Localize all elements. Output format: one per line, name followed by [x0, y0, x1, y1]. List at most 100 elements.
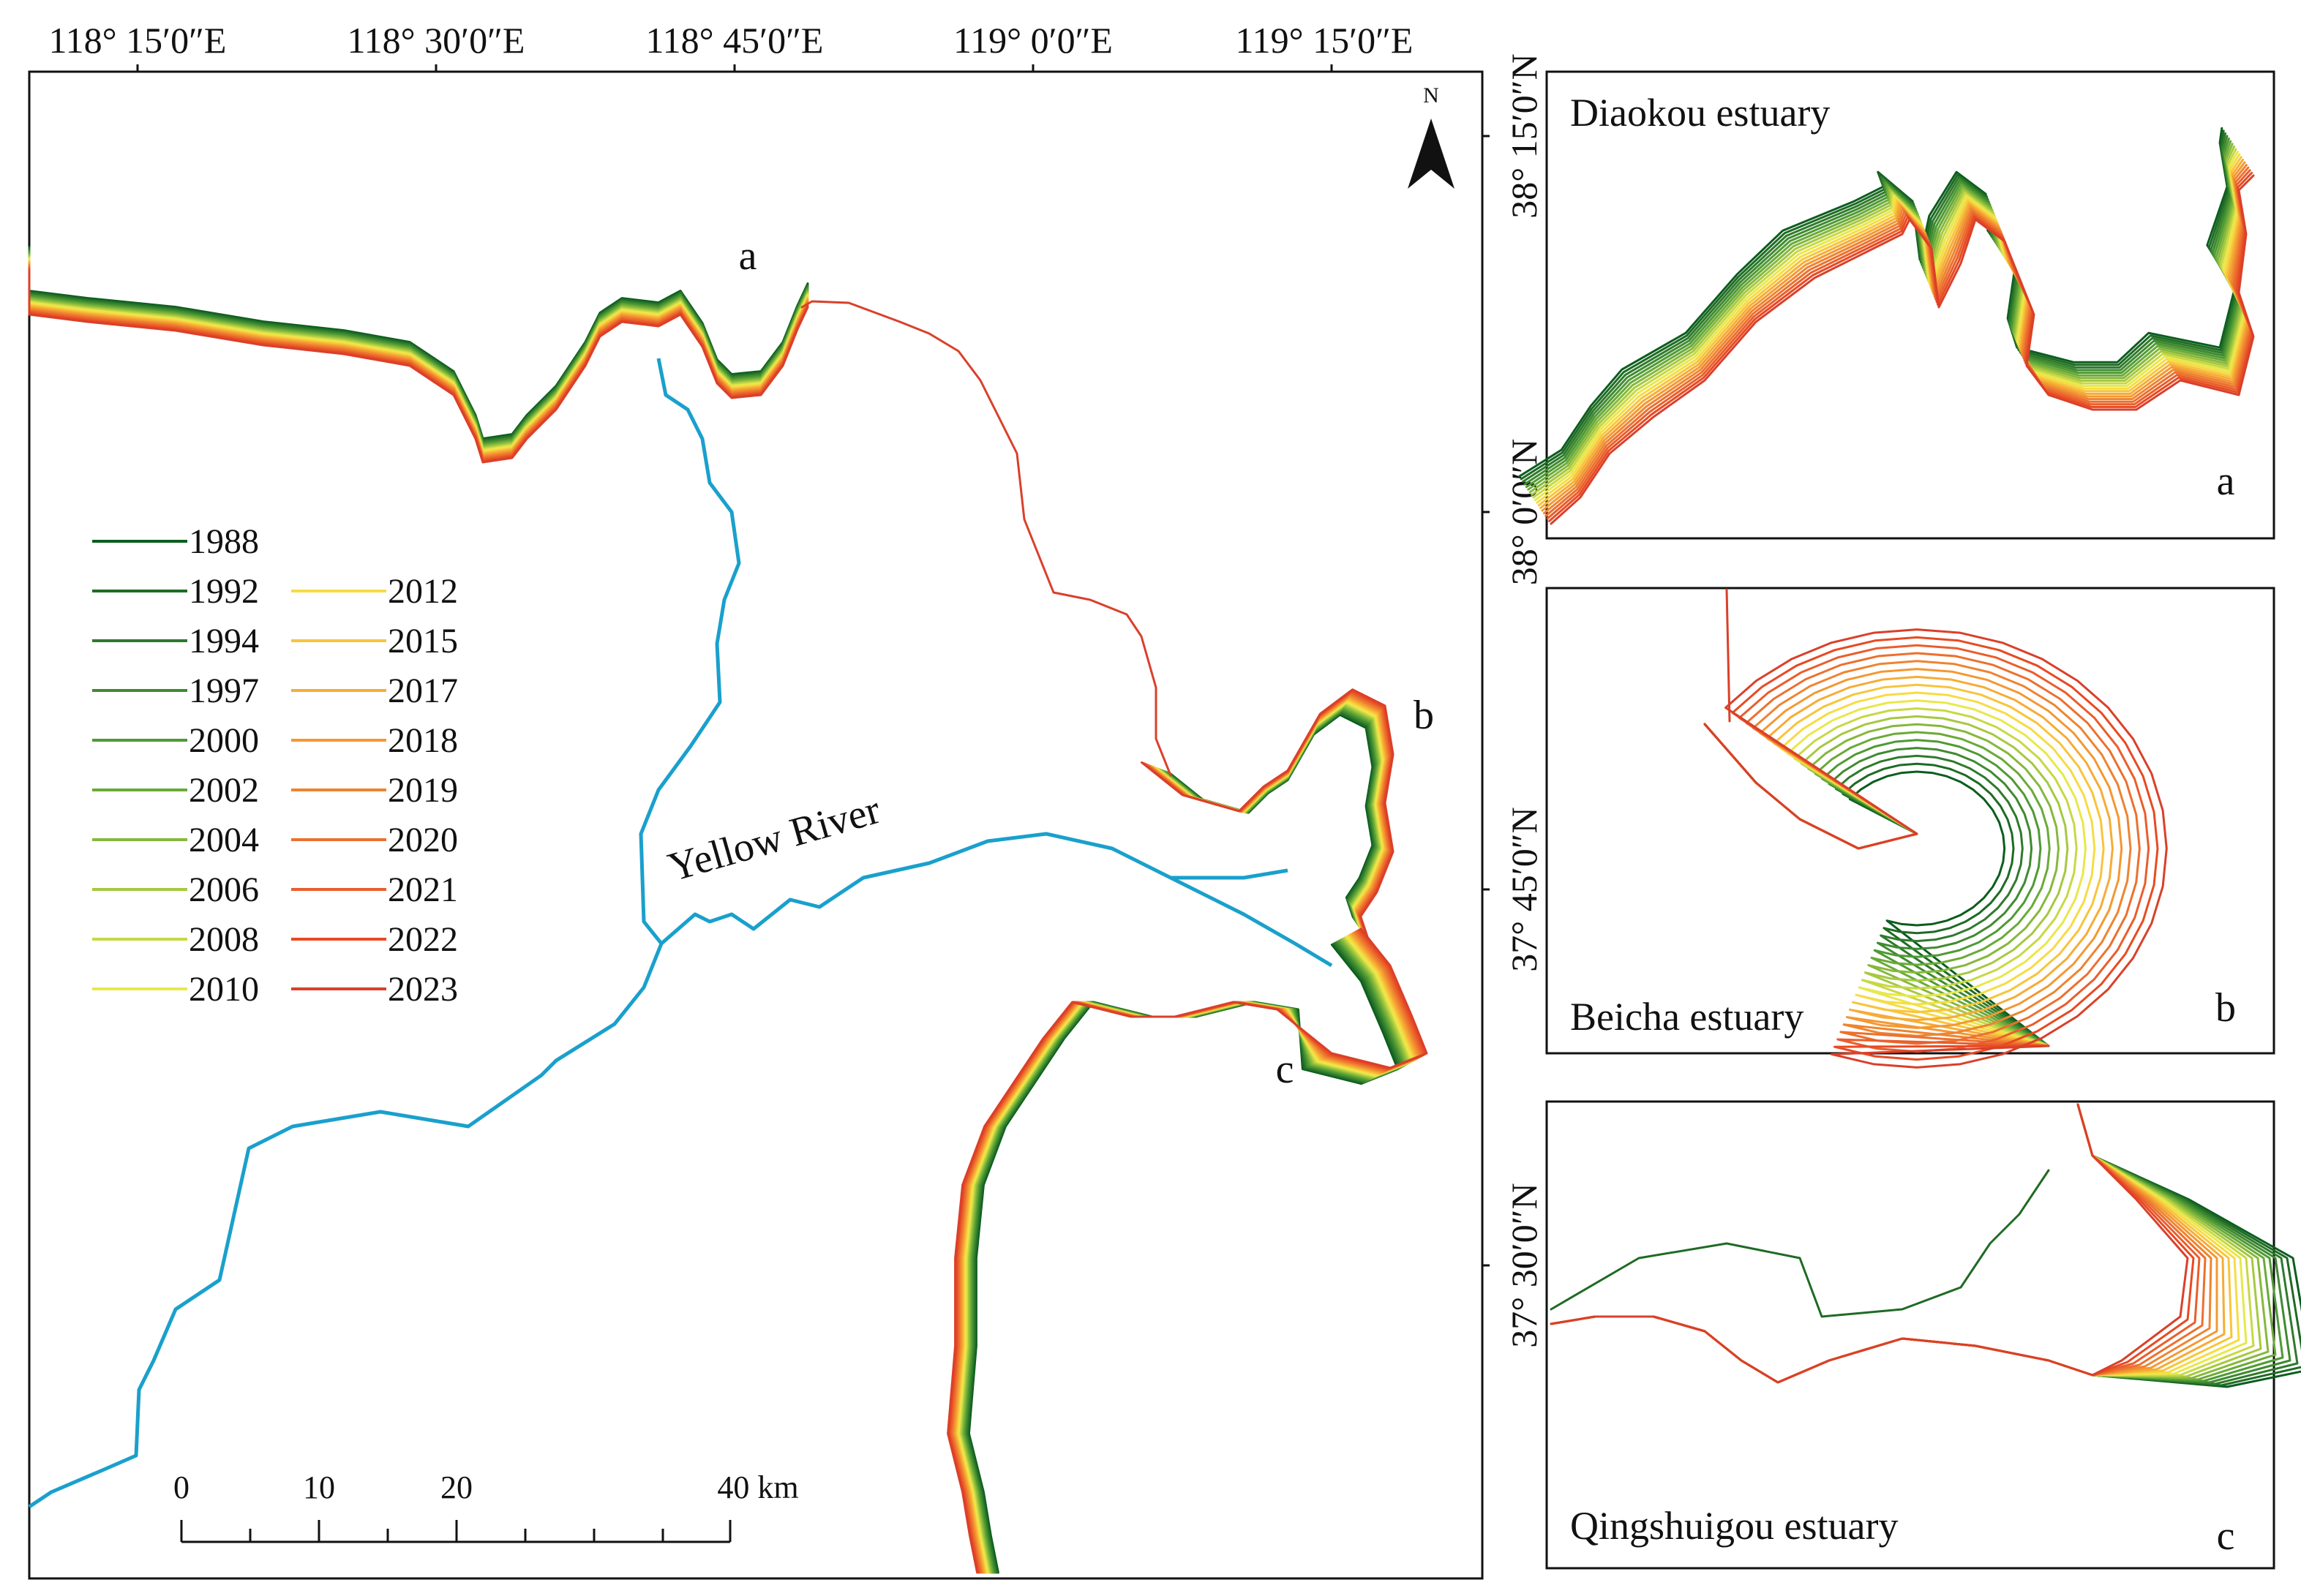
inset-b-2012 — [1703, 691, 2096, 1047]
inset-b-seawall — [1725, 588, 1731, 723]
legend-label-1994: 1994 — [189, 622, 259, 660]
yellow-river-main-channel — [28, 832, 1333, 1509]
legend-label-2002: 2002 — [189, 771, 259, 810]
legend-label-2010: 2010 — [189, 970, 259, 1009]
inset-b-2022 — [1703, 636, 2159, 1061]
inset-a: Diaokou estuary a — [1518, 70, 2275, 540]
region-label-a: a — [739, 233, 757, 279]
legend-label-2021: 2021 — [388, 870, 458, 909]
coastline-east-2023 — [1141, 688, 1395, 942]
inset-c: Qingshuigou estuary c — [1545, 1100, 2301, 1570]
inset-a-2006 — [1531, 145, 2243, 496]
legend-label-2018: 2018 — [388, 721, 458, 760]
inset-a-1994 — [1522, 132, 2238, 483]
scale-label-0: 0 — [173, 1469, 189, 1505]
inset-a-letter: a — [2217, 459, 2235, 504]
legend-label-2020: 2020 — [388, 821, 458, 859]
inset-a-2023 — [1550, 174, 2255, 525]
inset-a-2018 — [1541, 161, 2250, 512]
legend-label-2008: 2008 — [189, 920, 259, 959]
inset-c-coastlines — [1550, 1103, 2301, 1388]
legend-label-2000: 2000 — [189, 721, 259, 760]
lon-label-1: 118° 15′0″E — [49, 20, 227, 61]
coastline-north-shifts — [28, 246, 809, 464]
inset-b-2018 — [1703, 668, 2123, 1047]
legend-label-2019: 2019 — [388, 771, 458, 810]
region-label-b: b — [1414, 693, 1434, 738]
legend-label-2004: 2004 — [189, 821, 259, 859]
legend-label-2012: 2012 — [388, 572, 458, 611]
inset-a-1988 — [1518, 127, 2236, 478]
scale-label-10: 10 — [303, 1469, 335, 1505]
yellow-river-beicha-channel — [1171, 868, 1288, 880]
legend-label-2006: 2006 — [189, 870, 259, 909]
lon-label-4: 119° 0′0″E — [953, 20, 1113, 61]
legend-label-1997: 1997 — [189, 671, 259, 710]
legend-label-2017: 2017 — [388, 671, 458, 710]
inset-a-2004 — [1528, 143, 2242, 494]
legend-label-2022: 2022 — [388, 920, 458, 959]
inset-a-2012 — [1536, 153, 2246, 504]
inset-a-2000 — [1525, 138, 2240, 489]
top-ticks — [136, 64, 1333, 72]
scale-bar: 0 10 20 40 km — [173, 1469, 799, 1543]
yellow-river-northern-course — [639, 358, 741, 945]
inset-c-letter: c — [2217, 1513, 2235, 1559]
inset-a-2015 — [1537, 156, 2248, 507]
legend-label-1988: 1988 — [189, 522, 259, 561]
inset-b-2021 — [1703, 644, 2150, 1053]
inset-a-1992 — [1520, 129, 2237, 481]
year-legend: 1988 1992 1994 1997 2000 2002 2004 2006 2008 2010… — [92, 522, 458, 1009]
inset-a-2010 — [1534, 151, 2245, 502]
legend-label-2023: 2023 — [388, 970, 458, 1009]
lon-label-5: 119° 15′0″E — [1236, 20, 1414, 61]
lon-label-3: 118° 45′0″E — [646, 20, 824, 61]
north-arrow-label: N — [1423, 83, 1439, 108]
inset-a-2021 — [1546, 169, 2253, 520]
inset-c-frame — [1545, 1100, 2275, 1570]
lat-label-4: 37° 30′0″N — [1504, 1183, 1544, 1347]
inset-b-title: Beicha estuary — [1570, 995, 1803, 1039]
inset-a-coastlines — [1518, 127, 2255, 525]
coastline-north-2023 — [28, 269, 809, 464]
right-ticks — [1482, 135, 1490, 1267]
inset-b-letter: b — [2215, 985, 2236, 1031]
yellow-river — [28, 358, 1333, 1509]
region-label-c: c — [1276, 1047, 1294, 1092]
lat-label-3: 37° 45′0″N — [1504, 807, 1544, 971]
inset-c-old-channel — [1550, 1169, 2050, 1318]
inset-b-2015 — [1703, 683, 2105, 1047]
inset-a-title: Diaokou estuary — [1570, 91, 1830, 135]
inset-a-2017 — [1539, 158, 2248, 509]
legend-label-2015: 2015 — [388, 622, 458, 660]
lat-label-2: 38° 0′0″N — [1504, 439, 1544, 585]
scale-label-40: 40 km — [717, 1469, 798, 1505]
inset-a-2020 — [1544, 166, 2252, 517]
inset-c-2023 — [1550, 1103, 2189, 1384]
inset-a-frame — [1545, 70, 2275, 540]
inset-b: Beicha estuary b — [1545, 587, 2275, 1069]
north-arrow-icon — [1408, 118, 1454, 189]
inset-a-2022 — [1548, 171, 2254, 522]
inset-b-2023 — [1703, 628, 2168, 1069]
inset-b-coastlines — [1703, 588, 2168, 1069]
north-arrow: N — [1408, 83, 1454, 189]
coastline-south-2023 — [947, 927, 1428, 1574]
inset-a-2008 — [1532, 148, 2245, 499]
coastline-east-shifts — [1141, 688, 1395, 942]
inset-b-2017 — [1703, 675, 2114, 1047]
inset-a-2019 — [1542, 164, 2251, 515]
inset-b-frame — [1545, 587, 2275, 1055]
seawall-line — [800, 300, 1172, 777]
inset-a-1997 — [1523, 135, 2239, 486]
coastline-south-shifts — [947, 927, 1428, 1574]
lon-label-2: 118° 30′0″E — [348, 20, 525, 61]
inset-a-2002 — [1527, 140, 2241, 491]
legend-label-1992: 1992 — [189, 572, 259, 611]
inset-c-title: Qingshuigou estuary — [1570, 1504, 1898, 1548]
inset-b-2019 — [1703, 660, 2132, 1047]
lat-label-1: 38° 15′0″N — [1504, 53, 1544, 218]
scale-label-20: 20 — [440, 1469, 473, 1505]
inset-b-2020 — [1703, 652, 2141, 1047]
